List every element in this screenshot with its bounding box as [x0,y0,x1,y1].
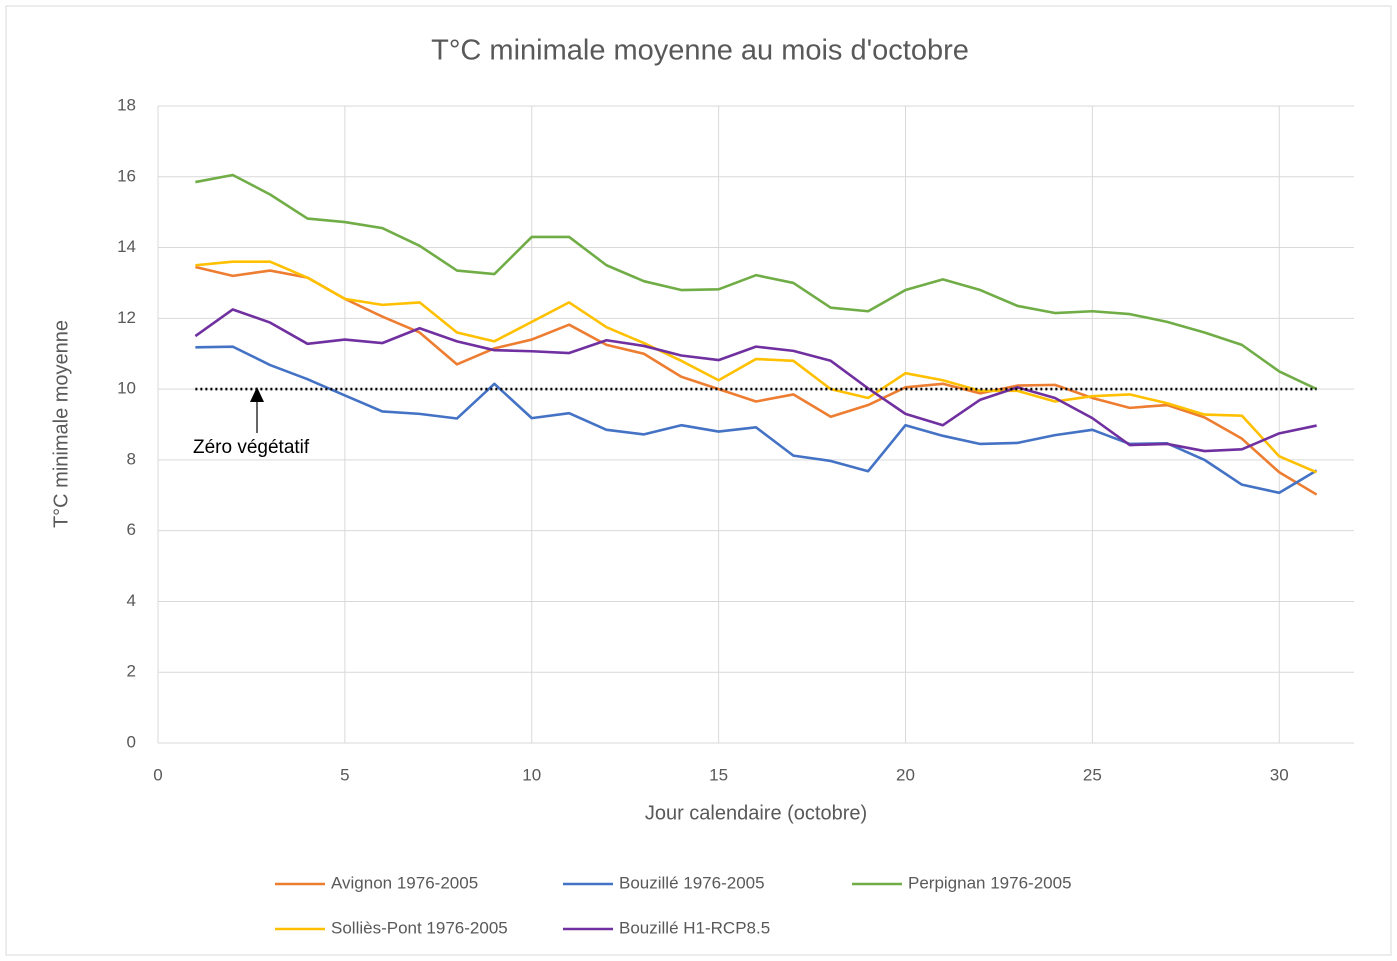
x-tick-label: 20 [896,765,915,784]
x-axis-label: Jour calendaire (octobre) [645,802,867,824]
x-tick-label: 0 [153,765,162,784]
y-axis-label: T°C minimale moyenne [50,320,72,528]
y-tick-label: 12 [117,308,136,327]
series-line [195,173,1318,391]
y-tick-label: 8 [127,449,136,468]
series-line [195,265,1318,496]
chart-title: T°C minimale moyenne au mois d'octobre [431,35,969,67]
chart-frame [5,5,1392,956]
y-tick-label: 0 [127,732,136,751]
x-tick-label: 5 [340,765,349,784]
y-tick-label: 4 [127,591,136,610]
x-tick-label: 30 [1270,765,1289,784]
legend-label: Perpignan 1976-2005 [908,873,1072,892]
y-tick-label: 6 [127,520,136,539]
x-tick-label: 15 [709,765,728,784]
y-tick-label: 2 [127,662,136,681]
x-tick-label: 10 [522,765,541,784]
legend-label: Solliès-Pont 1976-2005 [331,918,508,937]
legend-label: Bouzillé H1-RCP8.5 [619,918,770,937]
y-tick-label: 14 [117,237,136,256]
series-line [194,308,1317,453]
series-line [195,260,1318,474]
y-tick-label: 16 [117,166,136,185]
legend-label: Bouzillé 1976-2005 [619,873,765,892]
annotation: Zéro végétatif [193,437,310,458]
y-tick-label: 18 [117,95,136,114]
x-tick-label: 25 [1083,765,1102,784]
annotation-arrowhead [250,387,264,402]
legend-label: Avignon 1976-2005 [331,873,478,892]
y-tick-label: 10 [117,379,136,398]
